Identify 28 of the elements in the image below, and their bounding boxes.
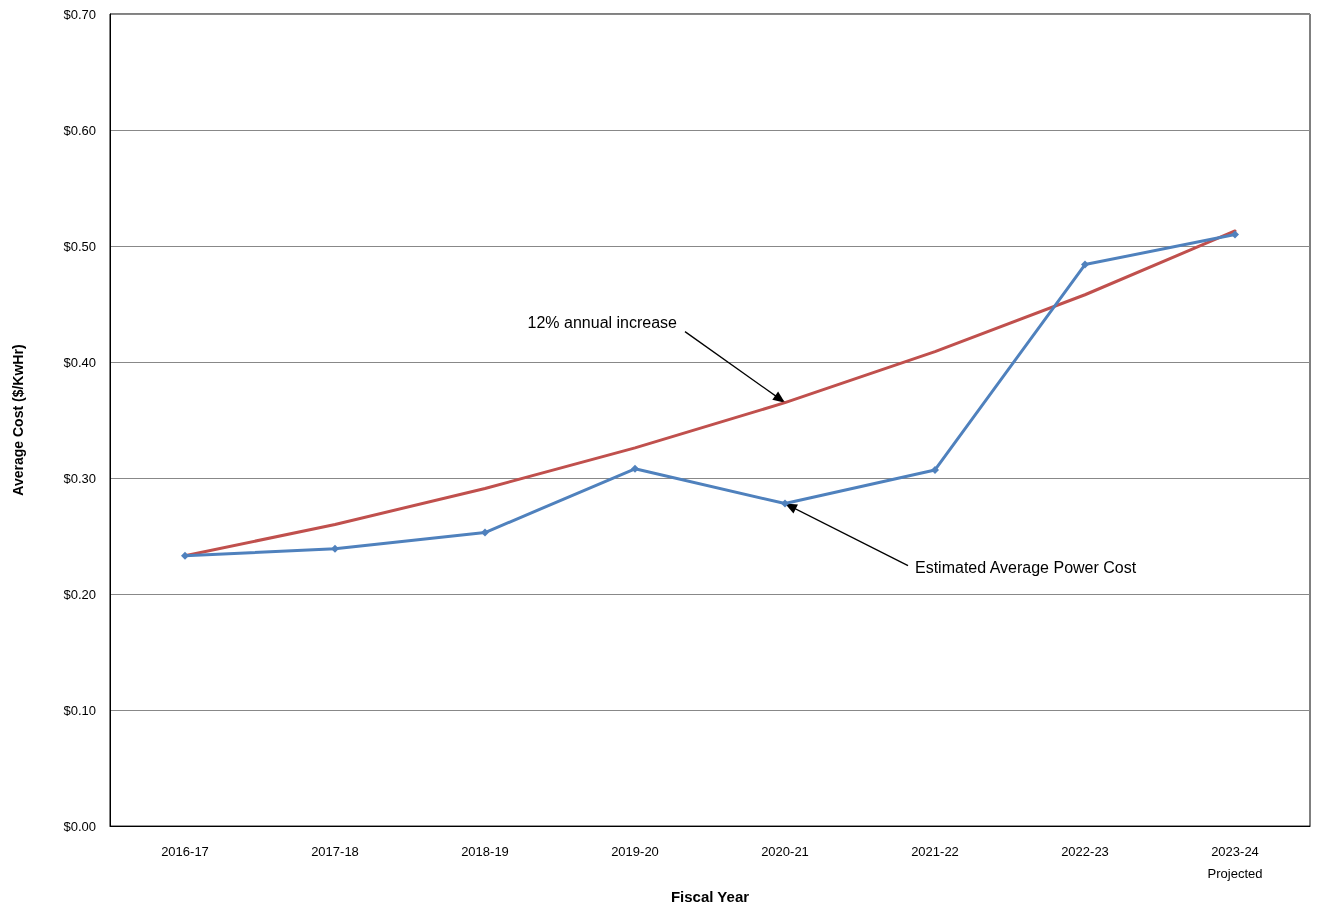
y-tick-label: $0.40 xyxy=(63,354,96,370)
x-axis-title: Fiscal Year xyxy=(670,888,750,905)
x-tick-label: 2016-17 xyxy=(161,843,209,859)
annotation: Estimated Average Power Cost xyxy=(915,559,1137,577)
y-tick-label: $0.30 xyxy=(63,470,96,486)
x-tick-label: 2020-21 xyxy=(761,843,809,859)
point xyxy=(781,499,789,508)
x-tick-label: 2019-20 xyxy=(611,843,659,859)
y-tick-label: $0.70 xyxy=(63,6,96,22)
x-tick-label: 2022-23 xyxy=(1061,843,1109,859)
x-tick-label: 2021-22 xyxy=(911,843,959,859)
y-tick-label: $0.10 xyxy=(63,702,96,718)
x-tick-label: 2023-24 Projected xyxy=(1207,843,1263,881)
x-tick-label: 2018-19 xyxy=(461,843,509,859)
annotation: 12% annual increase xyxy=(527,314,678,332)
point xyxy=(1231,230,1239,239)
y-tick-label: $0.20 xyxy=(63,586,96,602)
point xyxy=(631,464,639,473)
point xyxy=(931,465,939,474)
y-tick-label: $0.60 xyxy=(63,122,96,138)
point xyxy=(481,528,489,537)
point xyxy=(331,544,339,553)
point xyxy=(1081,260,1089,269)
y-tick-label: $0.50 xyxy=(63,238,96,254)
point xyxy=(181,551,189,560)
y-tick-label: $0.00 xyxy=(63,818,96,834)
x-tick-label: 2017-18 xyxy=(311,843,359,859)
y-axis-title: Average Cost ($/KwHr) xyxy=(10,344,26,496)
